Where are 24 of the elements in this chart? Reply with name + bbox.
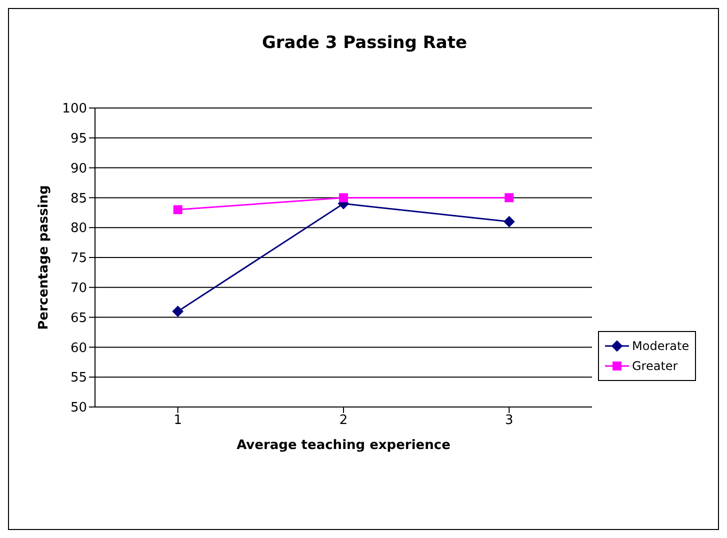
y-tick-label: 85 (70, 191, 87, 206)
y-tick-label: 60 (70, 340, 87, 356)
point (504, 216, 515, 228)
y-tick-label: 65 (70, 310, 87, 326)
point (173, 205, 182, 214)
y-tick-label: 75 (70, 251, 87, 266)
legend-label: Greater (632, 359, 678, 373)
y-tick-label: 50 (70, 400, 87, 416)
y-tick-label: 55 (70, 370, 87, 386)
y-tick-label: 100 (62, 102, 87, 117)
y-tick-label: 70 (70, 281, 87, 296)
point (172, 306, 184, 317)
x-axis-title: Average teaching experience (236, 438, 451, 453)
y-tick-label: 90 (70, 161, 87, 176)
x-tick-label: 2 (339, 413, 348, 428)
y-tick-label: 95 (70, 132, 87, 147)
y-tick-label: 80 (70, 221, 87, 236)
y-axis-title: Percentage passing (36, 185, 52, 330)
x-tick-label: 3 (505, 413, 514, 428)
x-tick-label: 1 (174, 413, 182, 428)
chart-title: Grade 3 Passing Rate (260, 33, 468, 53)
point (504, 193, 514, 202)
point (339, 193, 348, 202)
legend-label: Moderate (632, 339, 690, 353)
